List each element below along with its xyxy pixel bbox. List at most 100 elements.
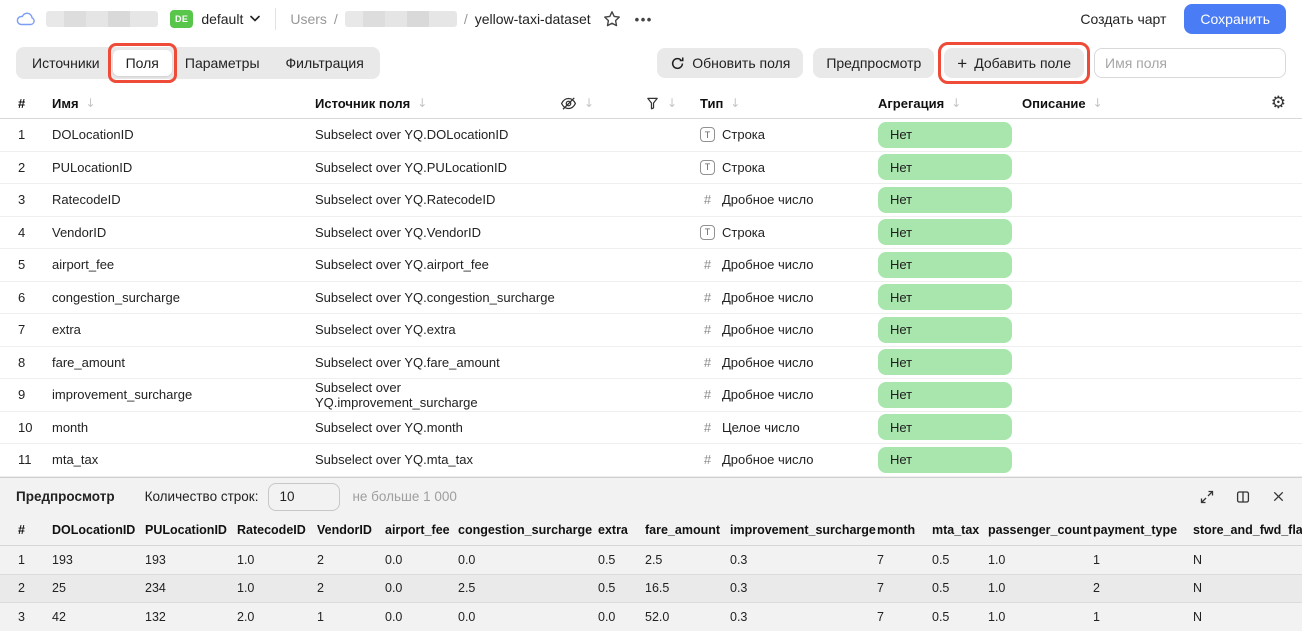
field-type[interactable]: T Строка — [700, 127, 878, 143]
field-type[interactable]: # Дробное число — [700, 322, 878, 337]
field-type[interactable]: # Целое число — [700, 420, 878, 435]
redacted-org-name — [46, 11, 158, 27]
field-type[interactable]: # Дробное число — [700, 290, 878, 305]
type-number-icon: # — [703, 452, 712, 468]
environment-selector[interactable]: default — [201, 11, 244, 27]
field-type[interactable]: # Дробное число — [700, 355, 878, 370]
field-type-label: Дробное число — [722, 452, 814, 468]
save-button[interactable]: Сохранить — [1184, 4, 1286, 34]
sort-arrow-icon[interactable]: ↓ — [951, 96, 962, 110]
aggregation-select[interactable]: Нет — [878, 219, 1012, 246]
field-name[interactable]: VendorID — [52, 224, 107, 240]
redacted-folder-name — [344, 11, 457, 27]
sort-arrow-icon[interactable]: ↓ — [584, 96, 595, 110]
field-source: Subselect over YQ.month — [315, 419, 463, 435]
field-name[interactable]: congestion_surcharge — [52, 289, 180, 305]
expand-icon[interactable] — [1199, 489, 1215, 505]
field-type[interactable]: # Дробное число — [700, 387, 878, 402]
close-icon[interactable] — [1271, 489, 1286, 504]
field-row[interactable]: 3 RatecodeID Subselect over YQ.RatecodeI… — [0, 184, 1302, 217]
refresh-fields-button[interactable]: Обновить поля — [657, 48, 804, 78]
aggregation-select[interactable]: Нет — [878, 316, 1012, 343]
preview-table: # DOLocationID PULocationID RatecodeID Vendo… — [0, 515, 1302, 631]
add-field-button[interactable]: + Добавить поле — [938, 42, 1090, 84]
column-header-description[interactable]: Описание ↓ — [1022, 96, 1246, 111]
field-type[interactable]: T Строка — [700, 159, 878, 175]
aggregation-select[interactable]: Нет — [878, 414, 1012, 441]
aggregation-select[interactable]: Нет — [878, 381, 1012, 408]
sort-arrow-icon[interactable]: ↓ — [1092, 96, 1103, 110]
preview-column-header: improvement_surcharge — [730, 515, 877, 546]
split-pane-icon[interactable] — [1235, 489, 1251, 505]
column-header-name[interactable]: Имя ↓ — [52, 96, 315, 111]
preview-cell: 0.0 — [458, 545, 598, 575]
field-name[interactable]: airport_fee — [52, 257, 115, 273]
field-name[interactable]: fare_amount — [52, 354, 125, 370]
field-row[interactable]: 6 congestion_surcharge Subselect over YQ… — [0, 282, 1302, 314]
field-name[interactable]: RatecodeID — [52, 192, 121, 208]
favorite-star-icon[interactable] — [603, 10, 621, 28]
preview-cell: N — [1193, 574, 1302, 604]
field-name[interactable]: extra — [52, 322, 81, 338]
aggregation-select[interactable]: Нет — [878, 349, 1012, 376]
field-row[interactable]: 1 DOLocationID Subselect over YQ.DOLocat… — [0, 119, 1302, 152]
tab-filtering[interactable]: Фильтрация — [285, 55, 364, 71]
aggregation-select[interactable]: Нет — [878, 186, 1012, 213]
preview-table-body: 1 193 193 1.0 2 0.0 0.0 0.5 2.5 0.3 7 0.5 1.0 1 N 2 25 23… — [0, 545, 1302, 631]
aggregation-select[interactable]: Нет — [878, 121, 1012, 148]
breadcrumb-current-dataset: yellow-taxi-dataset — [474, 11, 591, 27]
field-name[interactable]: month — [52, 419, 89, 435]
field-name[interactable]: DOLocationID — [52, 127, 134, 143]
sort-arrow-icon[interactable]: ↓ — [730, 96, 741, 110]
table-settings-gear-icon[interactable]: ⚙ — [1270, 93, 1286, 113]
preview-toggle-button[interactable]: Предпросмотр — [813, 48, 935, 78]
field-row[interactable]: 10 month Subselect over YQ.month # Целое… — [0, 412, 1302, 444]
field-row[interactable]: 11 mta_tax Subselect over YQ.mta_tax # Д… — [0, 444, 1302, 477]
aggregation-select[interactable]: Нет — [878, 154, 1012, 181]
section-tabs: Источники Поля Параметры Фильтрация — [16, 43, 380, 83]
dataset-toolbar: Источники Поля Параметры Фильтрация Обно… — [0, 38, 1302, 88]
aggregation-select[interactable]: Нет — [878, 284, 1012, 311]
breadcrumb-separator: / — [463, 11, 468, 27]
breadcrumb-root[interactable]: Users — [290, 11, 327, 27]
field-type[interactable]: # Дробное число — [700, 257, 878, 272]
preview-cell: 0.0 — [385, 545, 458, 575]
field-name[interactable]: mta_tax — [52, 452, 99, 468]
more-actions-icon[interactable]: ••• — [634, 11, 653, 27]
sort-arrow-icon[interactable]: ↓ — [417, 96, 428, 110]
field-row[interactable]: 4 VendorID Subselect over YQ.VendorID T … — [0, 217, 1302, 249]
column-header-filter[interactable]: ↓ — [645, 96, 700, 111]
tab-fields[interactable]: Поля — [107, 43, 177, 83]
field-row[interactable]: 5 airport_fee Subselect over YQ.airport_… — [0, 249, 1302, 282]
field-type-label: Дробное число — [722, 289, 814, 305]
tab-sources[interactable]: Источники — [32, 55, 100, 71]
field-type[interactable]: # Дробное число — [700, 192, 878, 207]
field-name[interactable]: PULocationID — [52, 159, 133, 175]
field-type[interactable]: # Дробное число — [700, 452, 878, 467]
preview-cell: 193 — [145, 545, 237, 575]
field-type[interactable]: T Строка — [700, 224, 878, 240]
chevron-down-icon[interactable] — [249, 15, 261, 23]
row-count-input[interactable] — [268, 482, 341, 511]
column-header-source[interactable]: Источник поля ↓ — [315, 96, 560, 111]
field-row[interactable]: 2 PULocationID Subselect over YQ.PULocat… — [0, 152, 1302, 184]
create-chart-button[interactable]: Создать чарт — [1080, 11, 1167, 27]
column-header-hidden[interactable]: ↓ — [560, 95, 645, 112]
field-name[interactable]: improvement_surcharge — [52, 387, 193, 403]
tab-parameters[interactable]: Параметры — [184, 55, 260, 71]
field-type-label: Строка — [722, 127, 766, 143]
preview-cell: 2 — [317, 574, 385, 604]
divider — [275, 8, 277, 30]
column-header-aggregation[interactable]: Агрегация ↓ — [878, 96, 1022, 111]
field-row[interactable]: 8 fare_amount Subselect over YQ.fare_amo… — [0, 347, 1302, 379]
aggregation-select[interactable]: Нет — [878, 446, 1012, 473]
preview-cell: N — [1193, 545, 1302, 575]
aggregation-select[interactable]: Нет — [878, 251, 1012, 278]
field-row[interactable]: 9 improvement_surcharge Subselect over Y… — [0, 379, 1302, 412]
tab-fields-label: Поля — [125, 55, 159, 71]
field-row[interactable]: 7 extra Subselect over YQ.extra # Дробно… — [0, 314, 1302, 347]
field-name-search-input[interactable] — [1094, 48, 1286, 78]
column-header-type[interactable]: Тип ↓ — [700, 96, 878, 111]
sort-arrow-icon[interactable]: ↓ — [667, 96, 678, 110]
sort-arrow-icon[interactable]: ↓ — [85, 96, 96, 110]
